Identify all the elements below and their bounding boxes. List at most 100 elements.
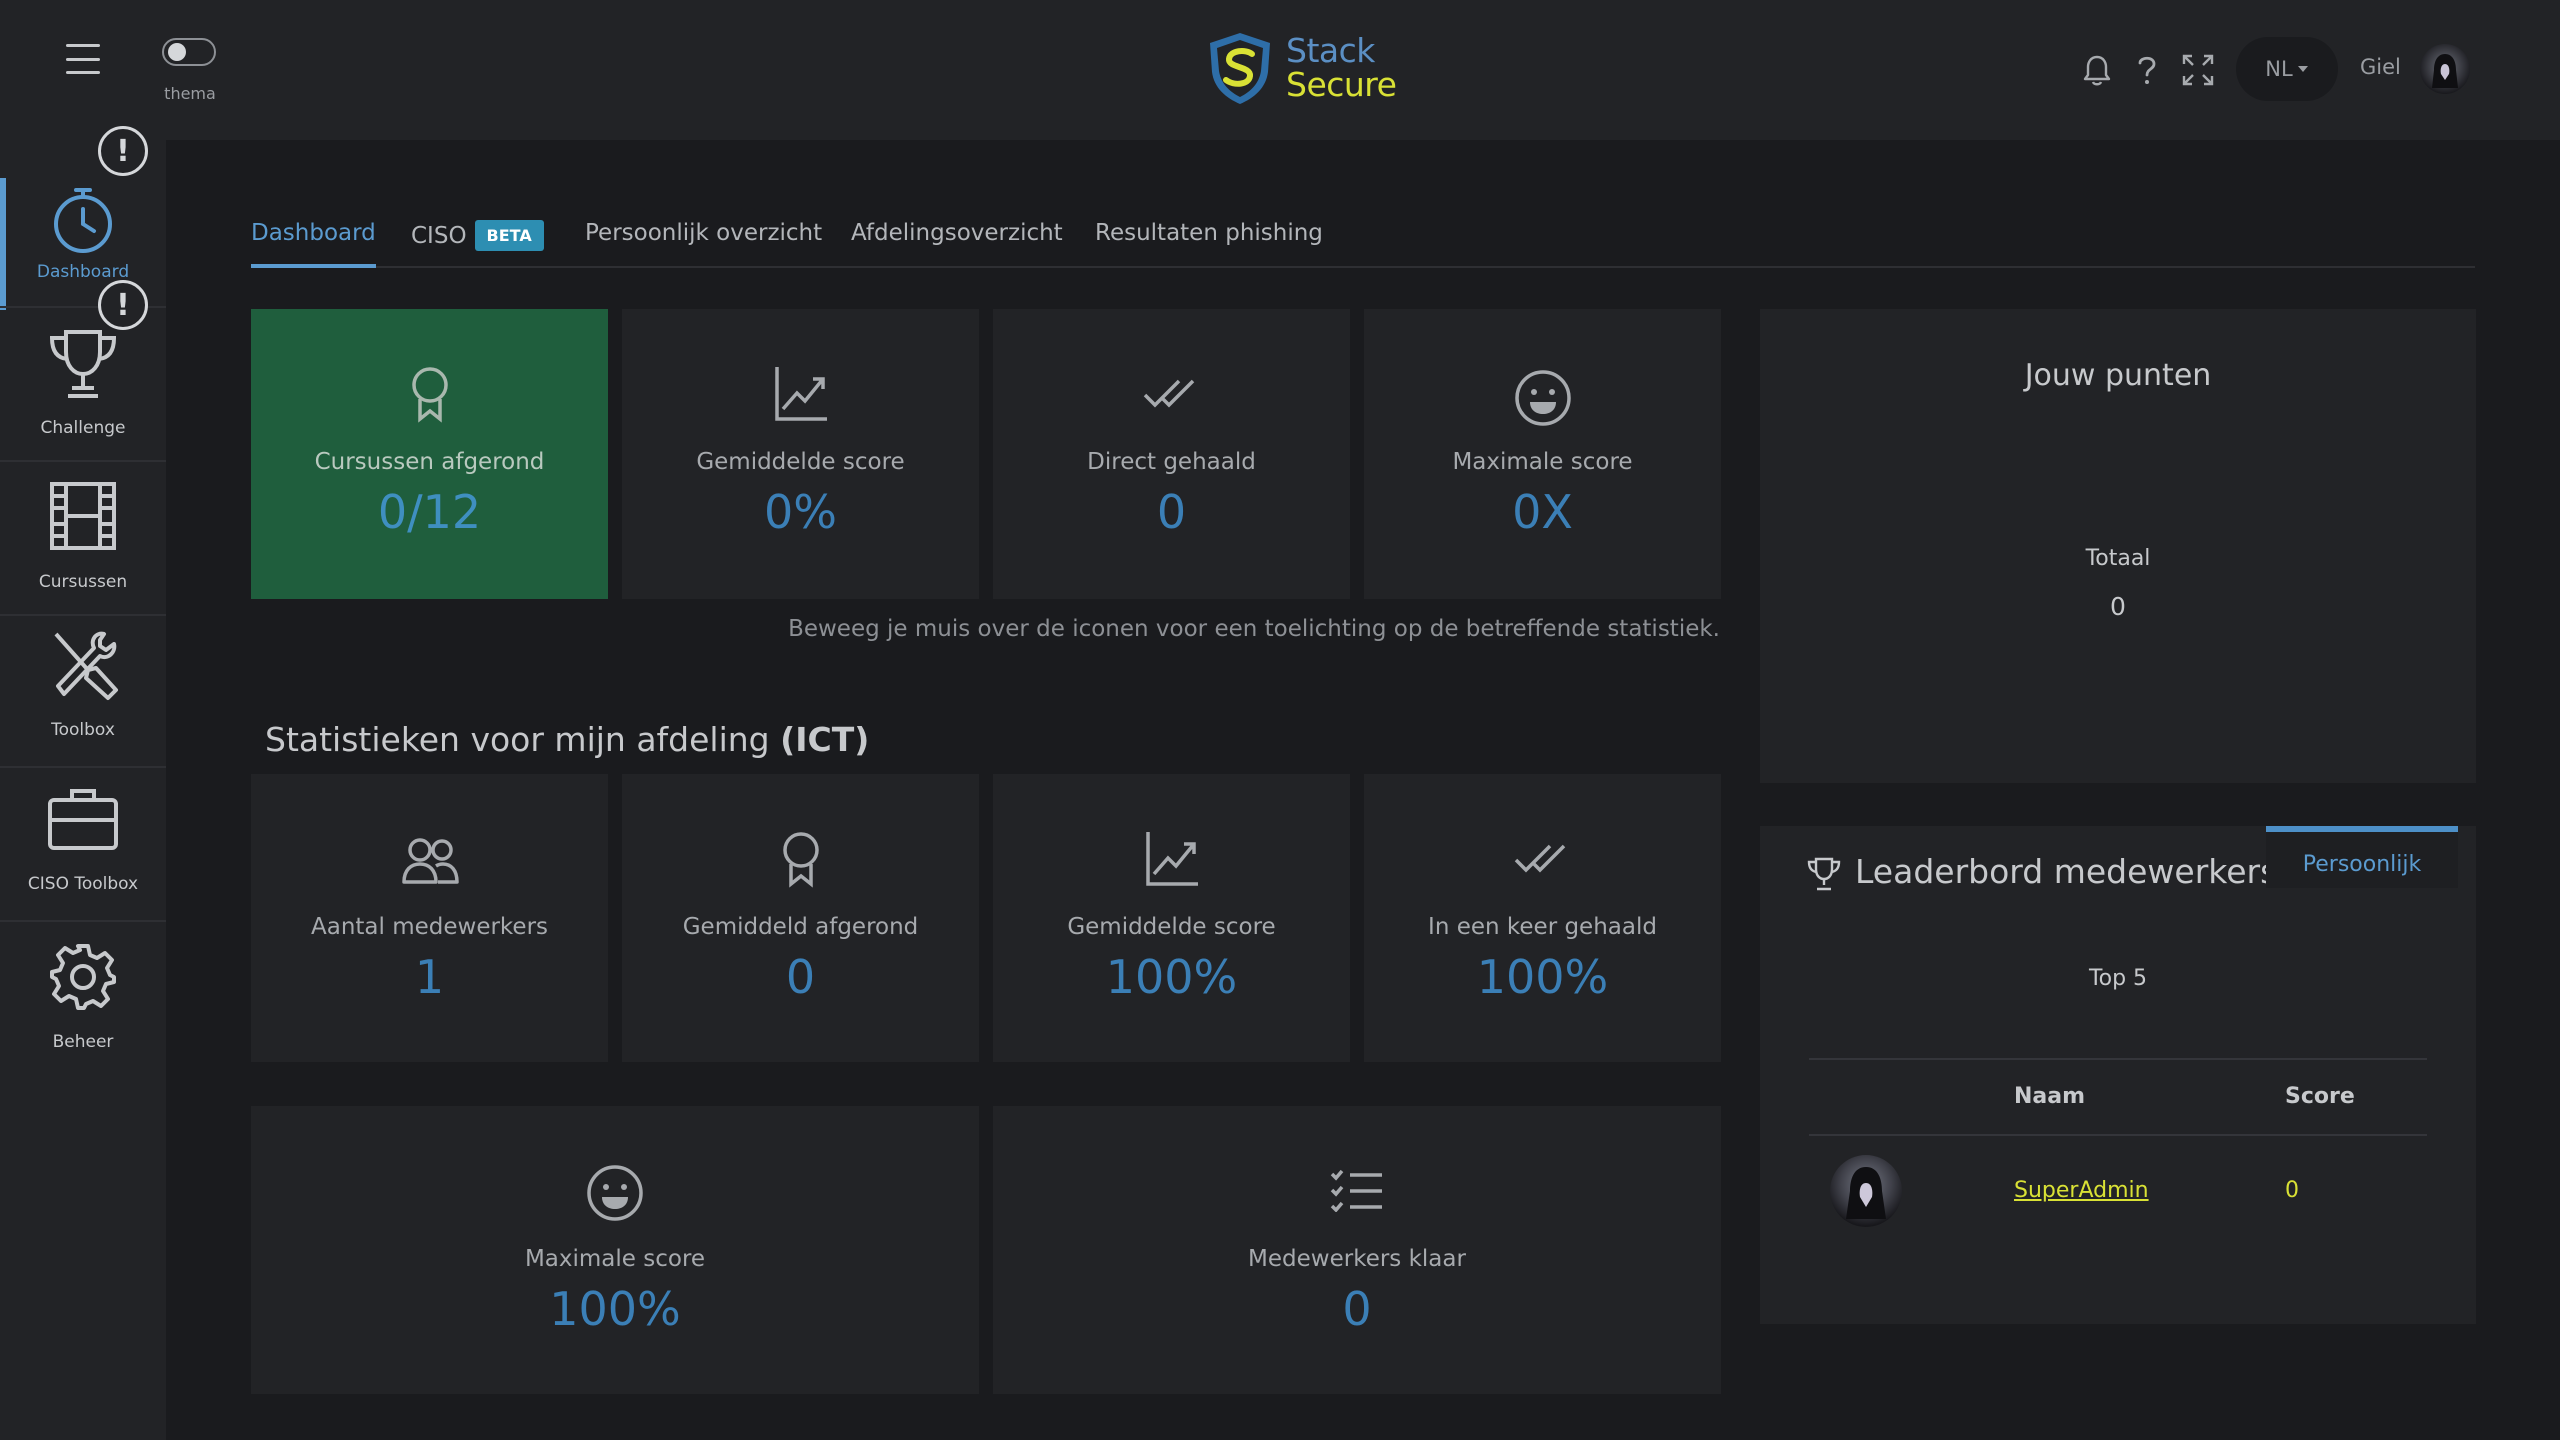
caret-down-icon [2297,66,2308,72]
trophy-icon [49,330,117,398]
total-value: 0 [2110,592,2126,621]
stat-label: Aantal medewerkers [310,914,549,940]
stat-value: 100% [549,1282,681,1336]
hint-text: Beweeg je muis over de iconen voor een t… [788,616,1720,642]
stat-card-employees-done: Medewerkers klaar 0 [993,1106,1721,1394]
sidebar-item-toolbox[interactable]: Toolbox [0,616,166,766]
tab-dashboard[interactable]: Dashboard [251,220,376,268]
section-title-department: (ICT) [780,720,870,759]
stat-label: Maximale score [1452,449,1633,475]
double-check-icon[interactable] [1514,842,1572,876]
double-check-icon[interactable] [1143,377,1201,411]
column-header-score[interactable]: Score [2285,1084,2355,1109]
line-chart-icon[interactable] [1144,830,1200,888]
bell-icon[interactable] [2082,54,2112,86]
sidebar-item-ciso-toolbox[interactable]: CISO Toolbox [0,768,166,918]
alert-badge: ! [98,126,148,176]
tab-bar: Dashboard CISO BETA Persoonlijk overzicht… [251,214,2475,268]
stat-label: Medewerkers klaar [1248,1246,1466,1272]
stat-label: Gemiddelde score [1067,914,1276,940]
sidebar-item-challenge[interactable]: ! Challenge [0,126,166,458]
logo-text: Stack Secure [1286,34,1397,104]
stat-card-max-score: Maximale score 0X [1364,309,1721,599]
avatar[interactable] [2420,44,2470,94]
stat-label: Direct gehaald [1087,449,1256,475]
leaderboard-panel [1760,826,2476,1324]
beta-badge: BETA [474,220,544,251]
sidebar-divider [0,920,166,922]
sidebar-item-label: Challenge [40,418,126,438]
stat-card-average-completed: Gemiddeld afgerond 0 [622,774,979,1062]
smile-icon[interactable] [586,1164,644,1222]
stat-card-passed-first-time: In een keer gehaald 100% [1364,774,1721,1062]
briefcase-icon [48,789,118,850]
stat-card-max-score-department: Maximale score 100% [251,1106,979,1394]
stat-value: 100% [1105,950,1238,1004]
award-icon[interactable] [408,365,452,423]
tab-personal-overview[interactable]: Persoonlijk overzicht [585,220,823,246]
stat-value: 0/12 [377,485,482,539]
logo[interactable]: Stack Secure [1204,30,1397,106]
leaderboard-title: Leaderbord medewerkers [1855,852,2278,891]
smile-icon[interactable] [1514,369,1572,427]
theme-toggle[interactable] [162,38,216,66]
theme-label: thema [164,84,216,103]
sidebar-item-label: Beheer [52,1032,114,1052]
sidebar-divider [0,460,166,462]
column-header-name[interactable]: Naam [2014,1084,2086,1109]
users-icon[interactable] [401,836,459,886]
sidebar-divider [0,766,166,768]
avatar [1830,1155,1902,1227]
stat-value: 0 [785,950,816,1004]
hooded-figure-icon [1846,1167,1886,1219]
help-icon[interactable] [2136,54,2158,86]
table-divider [1809,1058,2427,1060]
sidebar-item-label: Toolbox [51,720,115,740]
tab-department-overview[interactable]: Afdelingsoverzicht [851,220,1063,246]
leaderboard-row-name[interactable]: SuperAdmin [2014,1178,2149,1203]
stat-value: 0X [1512,485,1573,539]
award-icon[interactable] [779,830,823,888]
sidebar-item-courses[interactable]: ! Cursussen [0,280,166,612]
checklist-icon[interactable] [1330,1168,1384,1212]
hooded-figure-icon [2432,54,2458,88]
stat-label: Gemiddeld afgerond [682,914,919,940]
stat-card-average-score: Gemiddelde score 0% [622,309,979,599]
total-label: Totaal [2085,546,2151,571]
line-chart-icon[interactable] [773,365,829,423]
top5-label: Top 5 [2088,966,2148,991]
stat-card-passed-directly: Direct gehaald 0 [993,309,1350,599]
alert-badge: ! [98,280,148,330]
stat-value: 0% [764,485,837,539]
user-name[interactable]: Giel [2360,55,2401,79]
points-panel [1760,309,2476,783]
stat-card-employee-count: Aantal medewerkers 1 [251,774,608,1062]
stat-value: 0 [1342,1282,1372,1336]
stat-value: 0 [1156,485,1187,539]
stat-label: Gemiddelde score [696,449,905,475]
tab-label: CISO [411,223,467,249]
menu-icon[interactable] [66,44,100,74]
shield-logo-icon [1210,33,1270,104]
stat-card-average-score-department: Gemiddelde score 100% [993,774,1350,1062]
sidebar-item-settings[interactable]: Beheer [0,922,166,1072]
gear-icon [50,944,116,1010]
tab-ciso[interactable]: CISO BETA [411,220,544,251]
tab-personal[interactable]: Persoonlijk [2266,826,2458,888]
stat-card-courses-completed: Cursussen afgerond 0/12 [251,309,608,599]
film-icon [50,482,116,550]
sidebar-item-label: Cursussen [38,572,128,592]
toggle-knob [168,43,186,61]
sidebar-divider [0,306,166,308]
tab-phishing-results[interactable]: Resultaten phishing [1095,220,1323,246]
sidebar-item-label: CISO Toolbox [27,874,139,894]
language-select[interactable]: NL [2236,37,2338,101]
sidebar-item-label: Dashboard [36,262,130,282]
sidebar-item-dashboard[interactable]: Dashboard [0,150,166,310]
table-divider [1809,1134,2427,1136]
section-title: Statistieken voor mijn afdeling (ICT) [265,720,869,759]
fullscreen-icon[interactable] [2182,54,2214,86]
logo-line2: Secure [1286,65,1397,104]
points-title: Jouw punten [2024,358,2212,393]
stat-label: In een keer gehaald [1428,914,1657,940]
